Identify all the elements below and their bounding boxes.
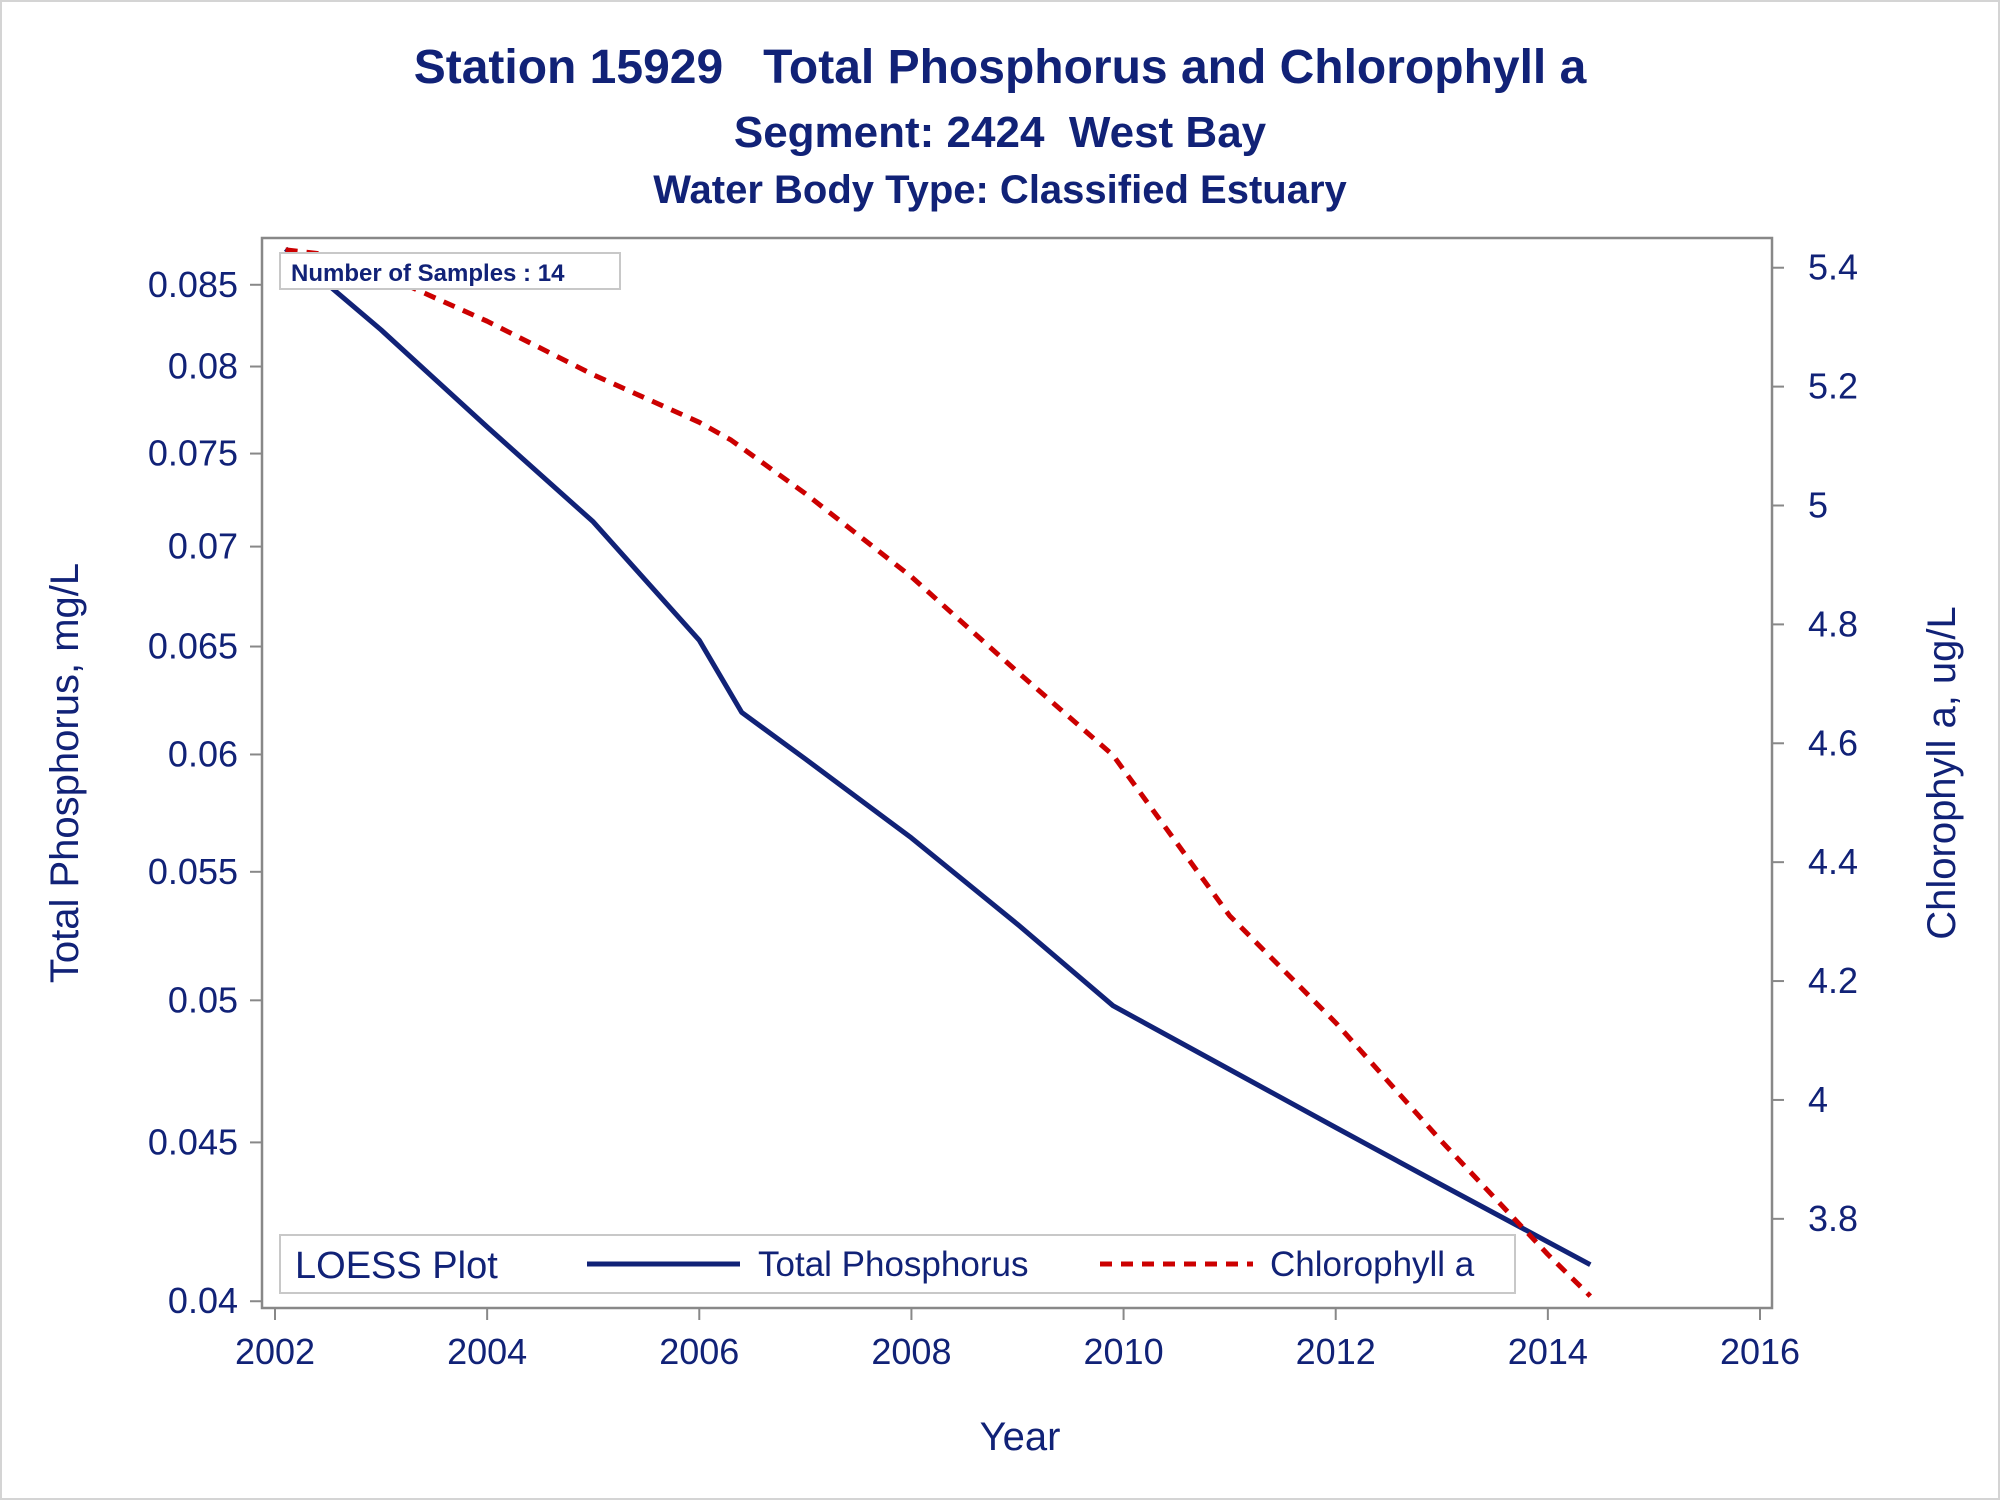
y2-tick-label: 4 — [1808, 1079, 1828, 1120]
y2-axis-title: Chlorophyll a, ug/L — [1920, 606, 1964, 940]
y-tick-label: 0.07 — [168, 526, 238, 567]
chart-title: Station 15929 Total Phosphorus and Chlor… — [413, 41, 1587, 94]
chart-subtitle-waterbody: Water Body Type: Classified Estuary — [653, 168, 1347, 212]
legend-label-total-phosphorus: Total Phosphorus — [758, 1245, 1028, 1284]
y-axis-right: 5.4 5.2 5 4.8 4.6 4.4 4.2 4 3.8 — [1772, 247, 1858, 1239]
x-tick-label: 2016 — [1720, 1331, 1800, 1372]
legend-title: LOESS Plot — [295, 1245, 498, 1287]
x-axis: 2002 2004 2006 2008 2010 2012 2014 2016 — [235, 1308, 1800, 1372]
x-tick-label: 2012 — [1296, 1331, 1376, 1372]
y2-tick-label: 4.2 — [1808, 960, 1858, 1001]
x-axis-title: Year — [980, 1415, 1061, 1459]
y2-tick-label: 4.4 — [1808, 841, 1858, 882]
sample-count-box: Number of Samples : 14 — [279, 252, 621, 290]
chart-subtitle-segment: Segment: 2424 West Bay — [733, 108, 1267, 157]
x-tick-label: 2006 — [659, 1331, 739, 1372]
y2-tick-label: 5 — [1808, 485, 1828, 526]
y-tick-label: 0.08 — [168, 346, 238, 387]
legend-box — [279, 1234, 1516, 1294]
sample-count-text: Number of Samples : 14 — [291, 260, 565, 287]
x-tick-label: 2008 — [871, 1331, 951, 1372]
y2-tick-label: 4.8 — [1808, 603, 1858, 644]
legend: LOESS Plot Total Phosphorus Chlorophyll … — [279, 1234, 1516, 1294]
y2-tick-label: 5.2 — [1808, 366, 1858, 407]
y-tick-label: 0.065 — [148, 626, 238, 667]
x-tick-label: 2010 — [1084, 1331, 1164, 1372]
y2-tick-label: 3.8 — [1808, 1198, 1858, 1239]
chlorophyll-a-line — [285, 247, 1593, 1298]
series-layer — [283, 246, 1593, 1298]
x-tick-label: 2002 — [235, 1331, 315, 1372]
y-tick-label: 0.06 — [168, 733, 238, 774]
legend-label-chlorophyll-a: Chlorophyll a — [1270, 1245, 1475, 1284]
y-tick-label: 0.085 — [148, 264, 238, 305]
y-axis-left: 0.085 0.08 0.075 0.07 0.065 0.06 0.055 0.05 0.04… — [148, 264, 262, 1321]
x-tick-label: 2014 — [1508, 1331, 1588, 1372]
plot-area — [260, 236, 1774, 1310]
y-tick-label: 0.04 — [168, 1280, 238, 1321]
y-tick-label: 0.05 — [168, 979, 238, 1020]
y2-tick-label: 5.4 — [1808, 247, 1858, 288]
y2-tick-label: 4.6 — [1808, 722, 1858, 763]
x-tick-label: 2004 — [447, 1331, 527, 1372]
y-tick-label: 0.055 — [148, 851, 238, 892]
y-tick-label: 0.045 — [148, 1121, 238, 1162]
y-axis-title: Total Phosphorus, mg/L — [43, 563, 87, 983]
y-tick-label: 0.075 — [148, 433, 238, 474]
total-phosphorus-line — [283, 246, 1592, 1267]
